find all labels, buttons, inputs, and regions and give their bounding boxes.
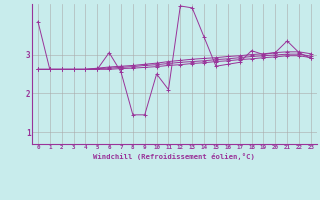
X-axis label: Windchill (Refroidissement éolien,°C): Windchill (Refroidissement éolien,°C) bbox=[93, 153, 255, 160]
